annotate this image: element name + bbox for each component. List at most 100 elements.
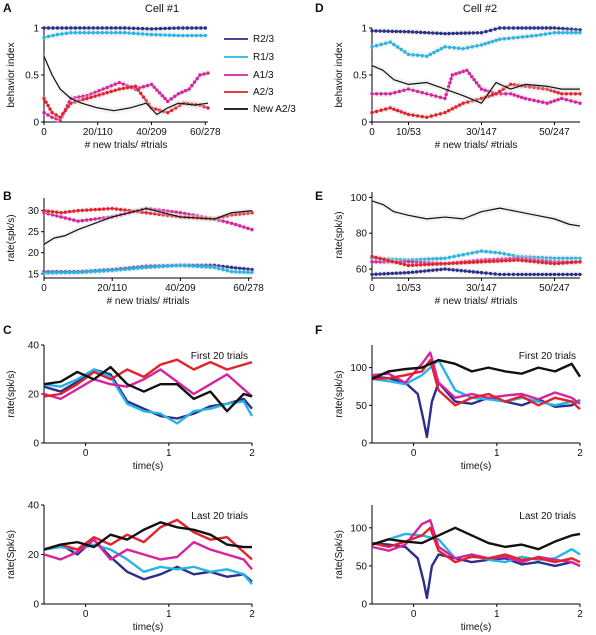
data-point-a2-3 bbox=[388, 106, 392, 110]
data-point-r2-3 bbox=[540, 26, 544, 30]
data-point-r1-3 bbox=[194, 33, 199, 38]
data-point-r2-3 bbox=[87, 26, 91, 30]
data-point-r2-3 bbox=[382, 29, 386, 33]
data-point-a2-3 bbox=[556, 90, 560, 95]
y-tick-label: 50 bbox=[356, 401, 368, 412]
data-point-a2-3 bbox=[435, 262, 439, 266]
data-point-a1-3 bbox=[165, 209, 170, 213]
data-point-r1-3 bbox=[498, 251, 502, 255]
data-point-r2-3 bbox=[557, 272, 561, 277]
data-point-r1-3 bbox=[229, 269, 234, 274]
data-point-a1-3 bbox=[73, 96, 77, 100]
data-point-r2-3 bbox=[154, 27, 158, 31]
x-tick-label: 2 bbox=[577, 448, 583, 459]
data-point-a2-3 bbox=[418, 263, 423, 267]
data-point-r1-3 bbox=[82, 31, 87, 35]
data-point-a1-3 bbox=[50, 213, 55, 217]
x-tick-label: 40/209 bbox=[136, 127, 167, 138]
series-line-a2-3 bbox=[371, 358, 581, 410]
data-point-r2-3 bbox=[149, 27, 154, 31]
data-point-r2-3 bbox=[578, 272, 582, 277]
data-point-a1-3 bbox=[246, 226, 250, 231]
data-point-r2-3 bbox=[528, 26, 532, 30]
data-point-a1-3 bbox=[163, 96, 167, 101]
data-point-r2-3 bbox=[55, 26, 60, 30]
data-point-r1-3 bbox=[565, 31, 569, 35]
x-axis-label: # new trials/ #trials bbox=[85, 140, 168, 151]
data-point-a2-3 bbox=[170, 108, 174, 112]
data-point-a2-3 bbox=[55, 210, 59, 214]
data-point-a1-3 bbox=[105, 85, 109, 90]
data-point-a2-3 bbox=[390, 259, 394, 264]
data-point-r2-3 bbox=[427, 31, 431, 35]
data-point-r2-3 bbox=[520, 272, 524, 277]
data-point-a1-3 bbox=[192, 80, 197, 84]
data-point-a1-3 bbox=[474, 81, 479, 85]
data-point-r1-3 bbox=[170, 264, 174, 268]
data-point-r2-3 bbox=[190, 26, 194, 30]
data-point-a1-3 bbox=[93, 217, 97, 221]
data-point-a1-3 bbox=[221, 219, 225, 223]
data-point-a1-3 bbox=[578, 101, 582, 105]
data-point-a2-3 bbox=[81, 97, 85, 102]
data-point-r1-3 bbox=[534, 33, 538, 38]
data-point-r1-3 bbox=[60, 32, 64, 36]
data-point-r2-3 bbox=[467, 31, 472, 35]
data-point-r2-3 bbox=[42, 26, 46, 30]
y-tick-label: 20 bbox=[28, 248, 40, 259]
data-point-a2-3 bbox=[500, 259, 504, 263]
data-point-a2-3 bbox=[495, 259, 500, 263]
data-point-a2-3 bbox=[527, 85, 532, 89]
panel-d-behavior-cell2: 0 10/53 30/147 50/247 0 0.5 1 # new trials/ #tr… bbox=[334, 24, 582, 151]
data-point-a1-3 bbox=[402, 260, 407, 264]
data-point-a1-3 bbox=[383, 92, 388, 96]
data-point-a2-3 bbox=[69, 101, 73, 105]
data-point-r2-3 bbox=[127, 26, 131, 30]
data-point-r2-3 bbox=[524, 272, 528, 277]
data-point-r1-3 bbox=[543, 32, 548, 36]
data-point-r1-3 bbox=[528, 255, 532, 259]
data-point-r2-3 bbox=[548, 26, 553, 30]
data-point-a2-3 bbox=[42, 208, 46, 213]
data-point-a2-3 bbox=[144, 98, 148, 103]
legend-label-r23: R2/3 bbox=[253, 34, 275, 45]
data-point-a2-3 bbox=[540, 260, 544, 265]
data-point-a1-3 bbox=[465, 68, 469, 73]
data-point-a2-3 bbox=[434, 113, 438, 117]
data-point-a2-3 bbox=[549, 88, 553, 92]
data-point-a2-3 bbox=[250, 211, 254, 215]
panel-label-d: D bbox=[315, 1, 324, 15]
series-line-new-a2-3 bbox=[43, 207, 253, 245]
data-point-r2-3 bbox=[145, 27, 149, 31]
data-point-r1-3 bbox=[114, 268, 119, 272]
data-point-r1-3 bbox=[42, 35, 46, 40]
y-tick-label: 0 bbox=[361, 439, 367, 450]
data-point-a1-3 bbox=[46, 113, 50, 117]
data-point-a1-3 bbox=[532, 98, 536, 103]
data-point-r1-3 bbox=[447, 255, 452, 260]
data-point-a2-3 bbox=[370, 110, 374, 115]
y-axis-label: rate(spk/s) bbox=[334, 211, 345, 258]
data-point-a1-3 bbox=[382, 260, 386, 264]
data-point-r2-3 bbox=[163, 26, 167, 31]
data-point-a1-3 bbox=[450, 73, 454, 77]
panel-label-a: A bbox=[3, 1, 12, 15]
x-tick-label: 60/278 bbox=[190, 127, 221, 138]
data-point-a2-3 bbox=[578, 92, 582, 96]
series-line-a1-3 bbox=[371, 351, 581, 405]
data-point-a1-3 bbox=[59, 215, 63, 219]
x-tick-label: 0 bbox=[369, 127, 375, 138]
series-line-new-a2-3 bbox=[371, 358, 582, 381]
data-point-r1-3 bbox=[55, 32, 60, 37]
data-point-r2-3 bbox=[386, 271, 390, 276]
data-point-r2-3 bbox=[471, 270, 476, 274]
data-point-a1-3 bbox=[157, 91, 162, 95]
x-tick-label: 2 bbox=[249, 448, 255, 459]
data-point-r2-3 bbox=[140, 26, 145, 31]
data-point-a2-3 bbox=[59, 211, 63, 215]
data-point-r2-3 bbox=[467, 269, 472, 274]
data-point-r2-3 bbox=[431, 31, 435, 35]
data-point-a2-3 bbox=[545, 87, 549, 91]
data-point-a2-3 bbox=[516, 258, 520, 262]
data-point-r1-3 bbox=[574, 31, 578, 35]
